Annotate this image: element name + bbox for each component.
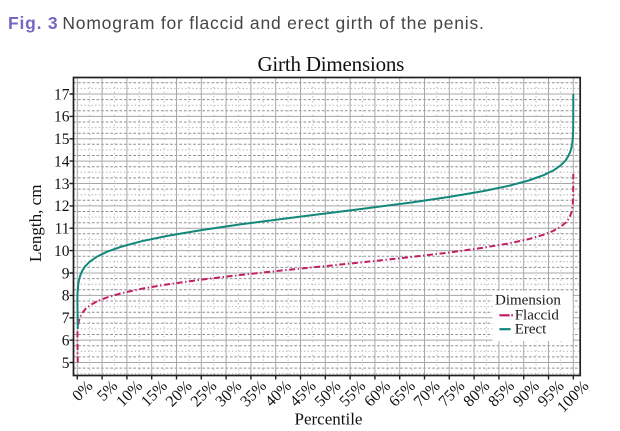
- svg-text:0%: 0%: [69, 378, 96, 405]
- svg-text:11: 11: [55, 221, 70, 238]
- svg-text:Erect: Erect: [515, 321, 547, 337]
- svg-text:Length, cm: Length, cm: [26, 185, 45, 262]
- svg-text:7: 7: [62, 310, 70, 327]
- svg-text:16: 16: [54, 109, 70, 126]
- svg-text:15: 15: [54, 131, 70, 148]
- svg-text:Dimension: Dimension: [495, 293, 561, 309]
- svg-text:Girth Dimensions: Girth Dimensions: [257, 52, 404, 76]
- svg-text:Percentile: Percentile: [295, 409, 363, 428]
- svg-text:13: 13: [54, 176, 70, 193]
- svg-text:6: 6: [62, 332, 70, 349]
- svg-text:17: 17: [54, 86, 70, 103]
- svg-text:9: 9: [62, 265, 70, 282]
- svg-text:5: 5: [62, 355, 70, 372]
- svg-text:14: 14: [54, 153, 70, 170]
- svg-text:12: 12: [54, 198, 70, 215]
- svg-text:10: 10: [54, 243, 70, 260]
- svg-text:8: 8: [62, 288, 70, 305]
- svg-text:Flaccid: Flaccid: [515, 308, 560, 324]
